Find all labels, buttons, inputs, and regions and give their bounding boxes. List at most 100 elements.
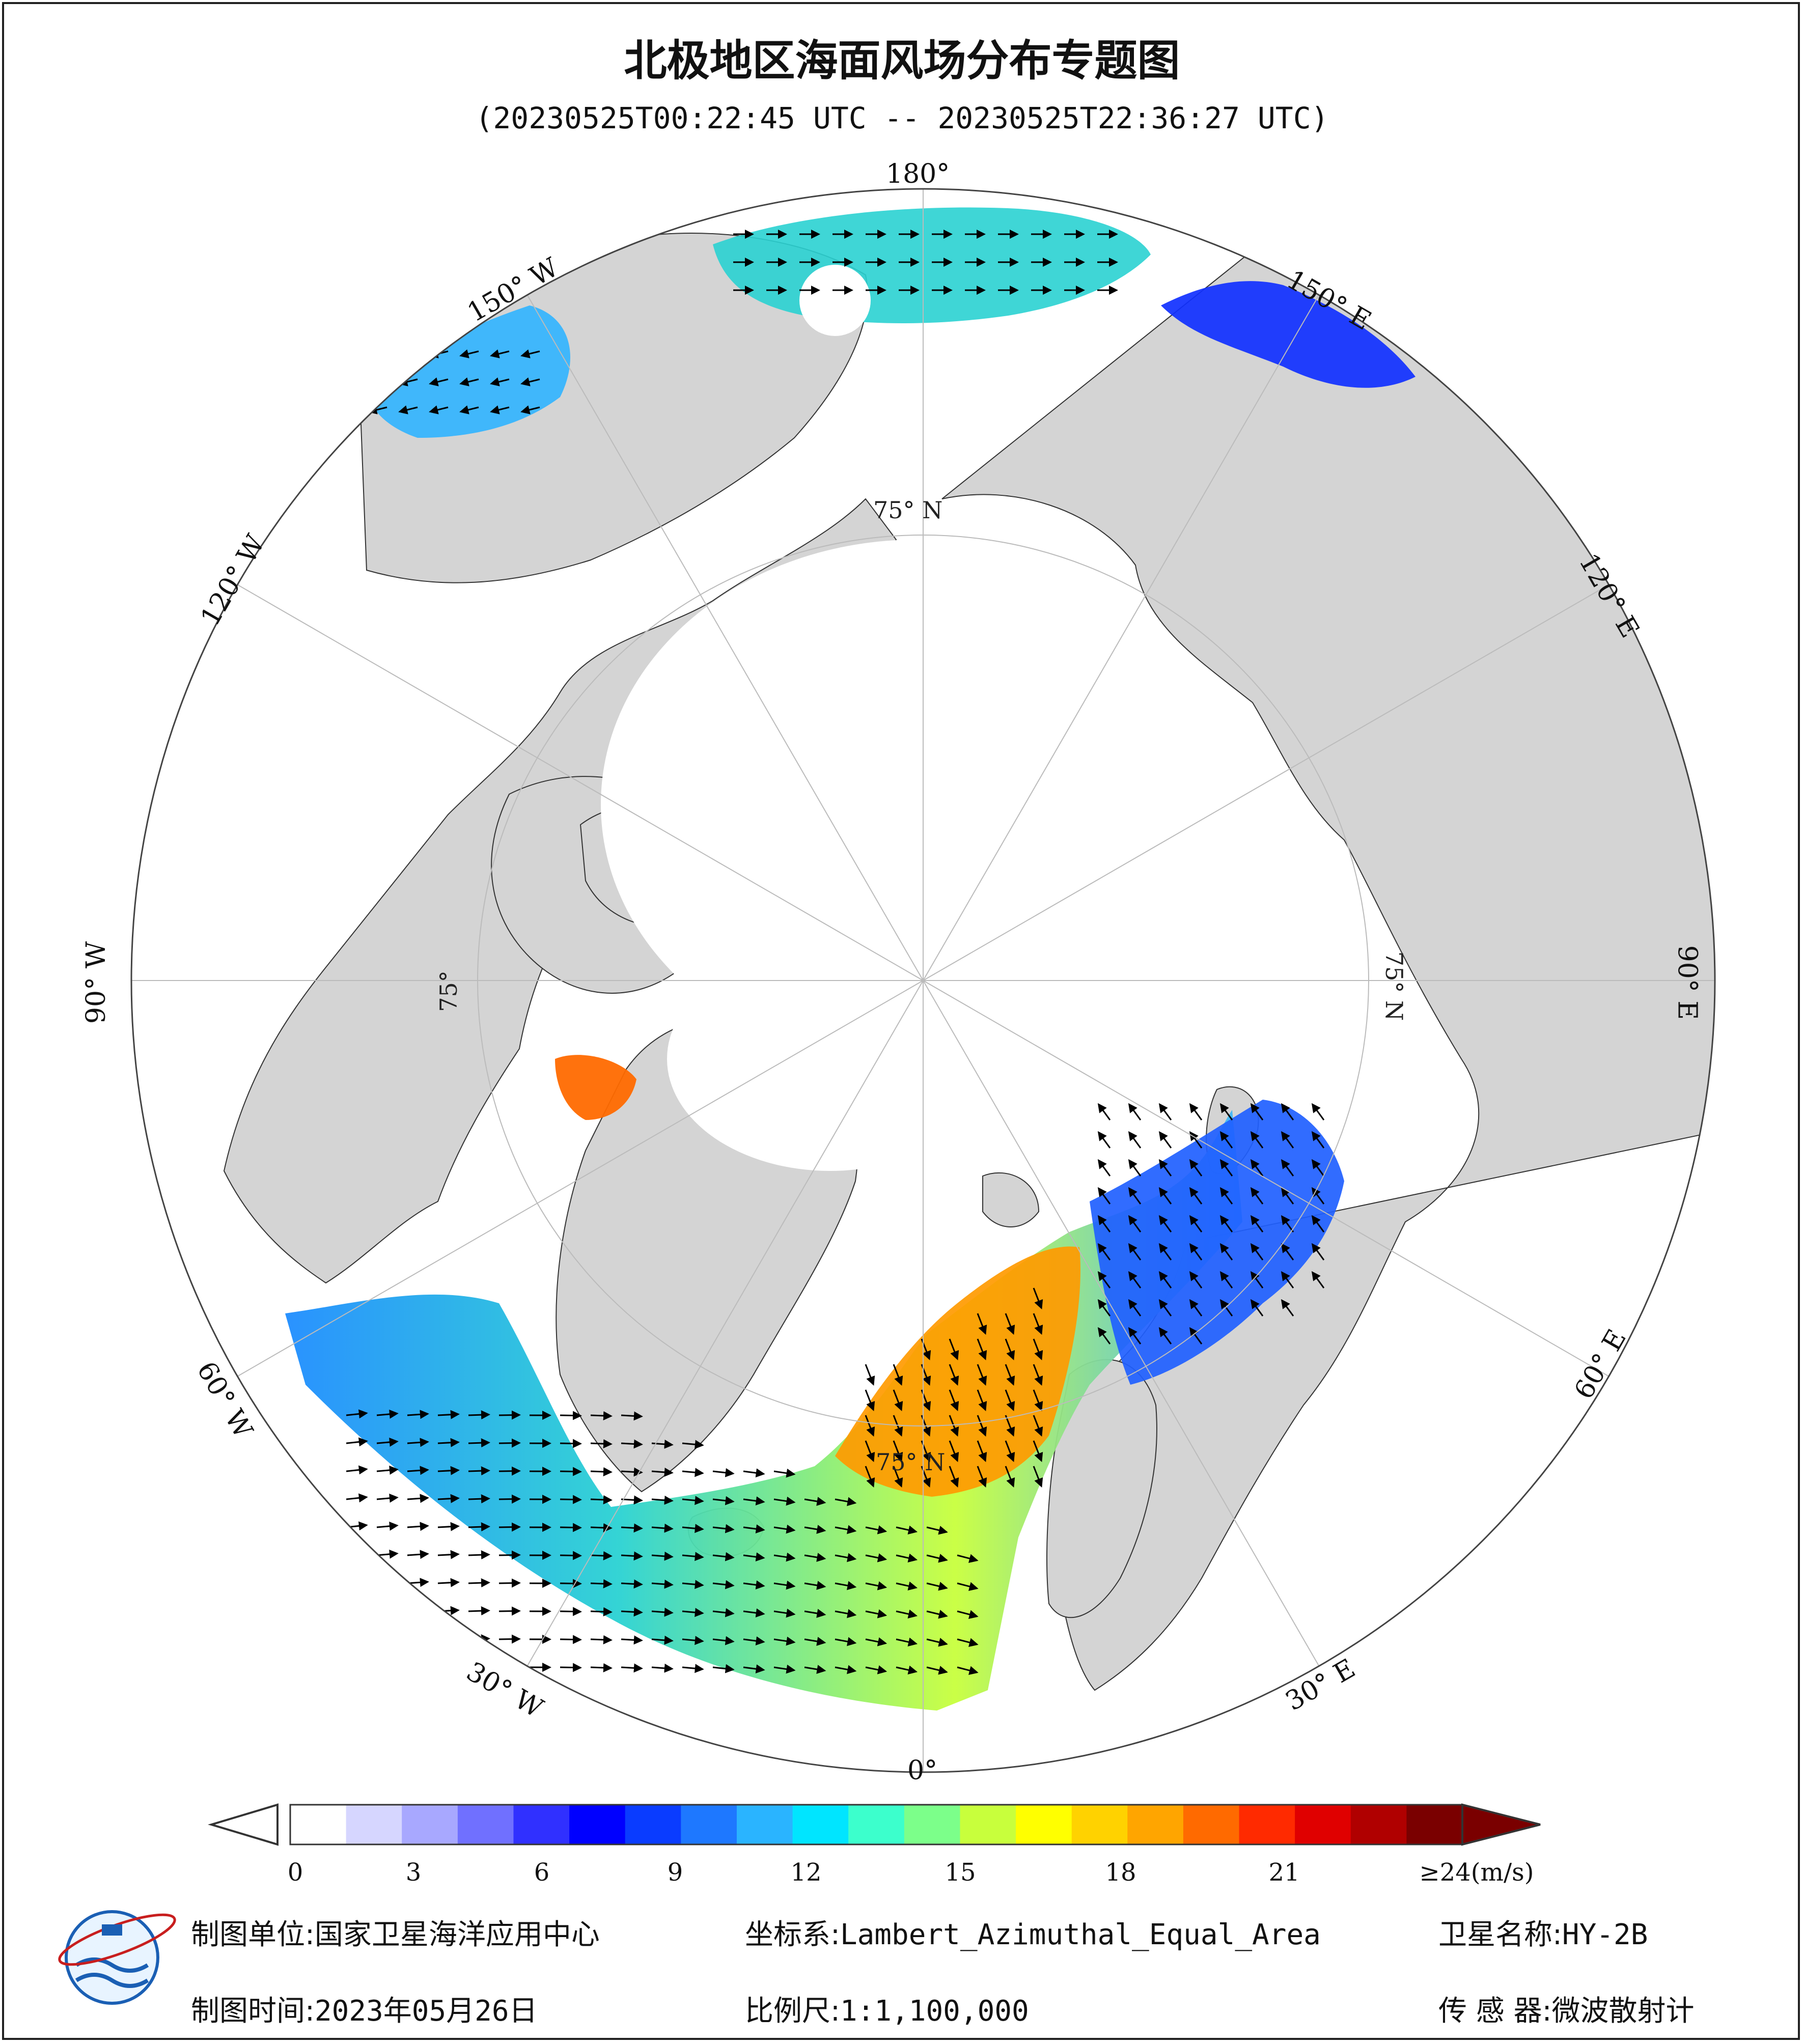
wind-arrow (429, 377, 449, 386)
meridian-line (923, 980, 1609, 1377)
wind-arrow (590, 1439, 613, 1448)
wind-arrow (1281, 1103, 1294, 1121)
wind-arrow (1033, 1440, 1043, 1462)
wind-arrow (804, 1581, 826, 1590)
wind-arrow (773, 1636, 796, 1646)
wind-arrow (804, 1553, 826, 1562)
wind-arrow (682, 1552, 704, 1561)
wind-arrow (590, 1663, 613, 1672)
footer-sensor-label: 传 感 器: (1438, 1995, 1552, 2028)
wind-arrow (346, 1437, 368, 1447)
footer-scale: 比例尺:1:1,100,000 (745, 1988, 1029, 2029)
wind-arrow (346, 1409, 368, 1419)
footer-agency-label: 制图单位: (191, 1918, 315, 1951)
wind-arrow (376, 1661, 399, 1671)
colorbar-cell (1239, 1805, 1296, 1844)
swath-north-atlantic (285, 1110, 1242, 1711)
wind-arrow (1033, 1415, 1043, 1437)
wind-arrow (459, 377, 479, 386)
wind-arrow (1281, 1131, 1294, 1149)
colorbar-tick-21: 21 (1268, 1858, 1300, 1887)
wind-arrow (1033, 1389, 1043, 1411)
wind-arrow (407, 1438, 429, 1447)
wind-arrow (712, 1608, 735, 1617)
footer-scale-value: 1:1,100,000 (840, 1995, 1029, 2028)
wind-arrow (712, 1496, 735, 1505)
wind-arrow (1250, 1215, 1264, 1233)
colorbar-cell (1127, 1805, 1184, 1844)
wind-arrow (376, 1605, 399, 1615)
wind-arrow (621, 1467, 643, 1477)
wind-arrow (651, 1467, 674, 1477)
lat-label-bottom: 75° N (876, 1448, 946, 1476)
colorbar-cell (736, 1805, 793, 1844)
wind-arrow (804, 1609, 826, 1618)
wind-arrow (1219, 1103, 1233, 1121)
wind-arrow (1128, 1131, 1142, 1149)
wind-arrow (949, 1466, 959, 1488)
wind-arrow (804, 1525, 826, 1534)
wind-arrow (621, 1663, 643, 1673)
wind-arrow (437, 1466, 460, 1475)
colorbar-max-arrow (1461, 1803, 1541, 1846)
wind-arrow (490, 405, 510, 414)
wind-arrow (1005, 1466, 1015, 1488)
wind-arrow (437, 1550, 460, 1559)
meridian-line (923, 294, 1320, 981)
footer-sensor: 传 感 器:微波散射计 (1438, 1988, 1694, 2029)
wind-arrow (621, 1579, 643, 1589)
colorbar-cell (960, 1805, 1017, 1844)
footer-date: 制图时间:2023年05月26日 (191, 1988, 538, 2029)
wind-arrow (1311, 1271, 1325, 1289)
wind-arrow (1250, 1299, 1264, 1317)
wind-arrow (376, 1577, 399, 1587)
wind-arrow (1281, 1271, 1294, 1289)
colorbar-tick-3: 3 (405, 1858, 422, 1887)
wind-arrow (376, 1437, 399, 1447)
wind-arrow (1097, 1215, 1111, 1233)
colorbar-cell (1016, 1805, 1072, 1844)
colorbar-cell (290, 1805, 347, 1844)
wind-arrow (682, 1664, 704, 1673)
footer-date-value: 2023年05月26日 (314, 1995, 538, 2028)
wind-arrow (712, 1580, 735, 1589)
colorbar-cell (848, 1805, 905, 1844)
wind-arrow (1128, 1271, 1142, 1289)
wind-arrow (977, 1364, 987, 1386)
colorbar-cell (1071, 1805, 1128, 1844)
wind-arrow (590, 1635, 613, 1644)
wind-arrow (1128, 1243, 1142, 1261)
wind-arrow (743, 1468, 765, 1478)
wind-arrow (1005, 1364, 1015, 1386)
wind-arrow (896, 1525, 918, 1535)
wind-arrow (893, 1440, 903, 1462)
wind-arrow (490, 349, 510, 358)
colorbar-cell (513, 1805, 570, 1844)
wind-arrow (590, 1551, 613, 1560)
wind-arrow (651, 1439, 674, 1449)
wind-arrow (407, 1410, 429, 1419)
wind-arrow (1005, 1313, 1015, 1335)
wind-arrow (621, 1551, 643, 1561)
wind-swaths (285, 207, 1416, 1711)
wind-arrow (1189, 1103, 1203, 1121)
wind-arrow (926, 1526, 948, 1535)
wind-arrow (590, 1495, 613, 1504)
wind-arrow (1097, 1103, 1111, 1121)
colorbar-cell (569, 1805, 626, 1844)
wind-arrow (651, 1579, 674, 1589)
meridian-line (923, 584, 1609, 981)
footer-satellite-value: HY-2B (1562, 1918, 1648, 1951)
wind-arrow (1219, 1215, 1233, 1233)
colorbar-tick-18: 18 (1105, 1858, 1136, 1887)
wind-arrow (621, 1495, 643, 1505)
footer-satellite-label: 卫星名称: (1438, 1918, 1562, 1951)
wind-arrow (590, 1411, 613, 1420)
wind-arrow (835, 1581, 857, 1590)
wind-arrow (835, 1525, 857, 1534)
wind-arrow (376, 1633, 399, 1643)
wind-arrow (1097, 1271, 1111, 1289)
wind-arrow (865, 1581, 887, 1590)
wind-arrow (865, 1637, 887, 1646)
